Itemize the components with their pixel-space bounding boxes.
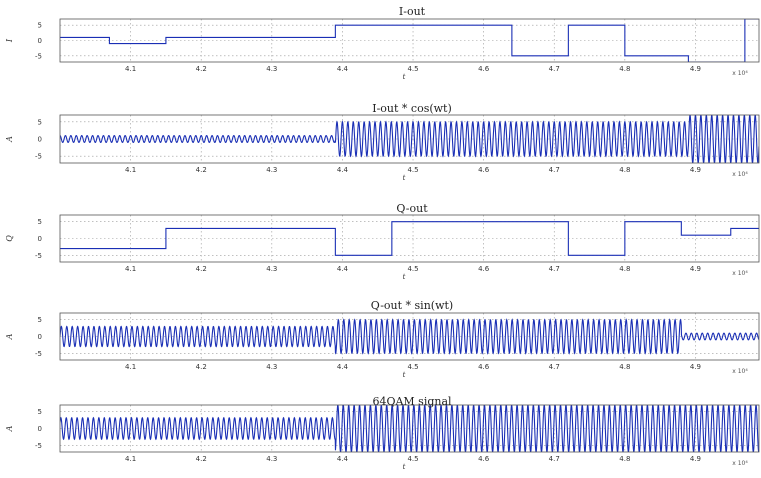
x-tick-label: 4.1	[125, 363, 136, 371]
x-tick-label: 4.5	[407, 265, 418, 273]
subplot-title: I-out	[399, 5, 426, 18]
x-tick-label: 4.3	[266, 363, 277, 371]
x-tick-label: 4.9	[690, 265, 701, 273]
signal-trace	[60, 405, 759, 452]
x-tick-label: 4.7	[549, 65, 560, 73]
x-tick-label: 4.4	[337, 363, 349, 371]
x-tick-label: 4.8	[619, 363, 630, 371]
subplot-5: 4.1 4.2 4.3 4.4 4.5 4.6 4.7 4.8 4.9 5 0 -5 64QAM sig…	[5, 395, 760, 471]
x-axis-label: t	[403, 273, 406, 281]
x-tick-label: 4.8	[619, 265, 630, 273]
x-tick-label: 4.4	[337, 455, 349, 463]
x-scale-label: x 10⁴	[732, 368, 748, 375]
y-axis-label: A	[5, 333, 14, 340]
x-tick-label: 4.1	[125, 455, 136, 463]
subplot-title: I-out * cos(wt)	[372, 102, 452, 115]
x-tick-label: 4.3	[266, 455, 277, 463]
y-tick-label: 0	[38, 333, 42, 341]
axes-frame	[59, 312, 760, 361]
y-axis-label: A	[5, 136, 14, 143]
y-tick-label: -5	[35, 252, 42, 260]
x-tick-label: 4.9	[690, 455, 701, 463]
x-tick-label: 4.4	[337, 166, 349, 174]
x-tick-label: 4.6	[478, 65, 490, 73]
x-tick-label: 4.1	[125, 265, 136, 273]
y-tick-label: 5	[38, 118, 42, 126]
y-axis-label: A	[5, 425, 14, 432]
y-tick-label: -5	[35, 153, 42, 161]
x-tick-label: 4.3	[266, 166, 277, 174]
subplot-1: 4.1 4.2 4.3 4.4 4.5 4.6 4.7 4.8 4.9 5 0 -5 I-out It x …	[5, 5, 760, 81]
x-tick-label: 4.7	[549, 265, 560, 273]
x-tick-label: 4.3	[266, 65, 277, 73]
x-tick-label: 4.7	[549, 455, 560, 463]
x-tick-label: 4.3	[266, 265, 277, 273]
y-tick-label: -5	[35, 350, 42, 358]
x-scale-label: x 10⁴	[732, 270, 748, 277]
x-tick-label: 4.8	[619, 166, 630, 174]
x-tick-label: 4.9	[690, 166, 701, 174]
x-tick-label: 4.6	[478, 166, 490, 174]
x-tick-label: 4.5	[407, 455, 418, 463]
y-tick-label: 5	[38, 218, 42, 226]
x-tick-label: 4.6	[478, 455, 490, 463]
axes-frame	[59, 114, 760, 164]
y-tick-label: 0	[38, 425, 42, 433]
y-tick-label: 5	[38, 22, 42, 30]
y-tick-label: 0	[38, 235, 42, 243]
x-tick-label: 4.2	[196, 166, 207, 174]
x-tick-label: 4.8	[619, 65, 630, 73]
x-tick-label: 4.4	[337, 265, 349, 273]
y-axis-label: Q	[5, 235, 14, 242]
axes-frame	[59, 214, 760, 263]
x-tick-label: 4.7	[549, 166, 560, 174]
x-tick-label: 4.6	[478, 265, 490, 273]
x-tick-label: 4.5	[407, 65, 418, 73]
x-tick-label: 4.8	[619, 455, 630, 463]
y-axis-label: I	[5, 38, 14, 43]
x-tick-label: 4.2	[196, 265, 207, 273]
y-tick-label: -5	[35, 442, 42, 450]
y-tick-label: 5	[38, 408, 42, 416]
subplot-title: 64QAM signal	[372, 395, 452, 408]
subplot-2: 4.1 4.2 4.3 4.4 4.5 4.6 4.7 4.8 4.9 5 0 -5 I-out * c…	[5, 102, 760, 182]
signal-trace	[60, 318, 759, 355]
subplot-title: Q-out	[396, 202, 428, 215]
subplot-title: Q-out * sin(wt)	[371, 299, 453, 312]
x-tick-label: 4.2	[196, 455, 207, 463]
y-tick-label: 0	[38, 37, 42, 45]
axes-frame	[59, 18, 760, 63]
x-axis-label: t	[403, 174, 406, 182]
x-tick-label: 4.9	[690, 65, 701, 73]
x-tick-label: 4.6	[478, 363, 490, 371]
y-tick-label: -5	[35, 52, 42, 60]
subplot-3: 4.1 4.2 4.3 4.4 4.5 4.6 4.7 4.8 4.9 5 0 -5 Q-out Qt x …	[5, 202, 760, 281]
x-tick-label: 4.5	[407, 166, 418, 174]
x-tick-label: 4.2	[196, 65, 207, 73]
x-tick-label: 4.9	[690, 363, 701, 371]
y-tick-label: 0	[38, 136, 42, 144]
x-scale-label: x 10⁴	[732, 171, 748, 178]
x-scale-label: x 10⁴	[732, 460, 748, 467]
subplot-4: 4.1 4.2 4.3 4.4 4.5 4.6 4.7 4.8 4.9 5 0 -5 Q-out * s…	[5, 299, 760, 379]
x-tick-label: 4.4	[337, 65, 349, 73]
x-scale-label: x 10⁴	[732, 70, 748, 77]
x-tick-label: 4.5	[407, 363, 418, 371]
x-tick-label: 4.7	[549, 363, 560, 371]
x-tick-label: 4.1	[125, 65, 136, 73]
signal-trace	[60, 115, 759, 163]
signal-trace	[60, 19, 759, 62]
axes-frame	[59, 404, 760, 453]
x-axis-label: t	[403, 371, 406, 379]
x-axis-label: t	[403, 463, 406, 471]
x-tick-label: 4.1	[125, 166, 136, 174]
signal-trace	[60, 221, 759, 256]
x-tick-label: 4.2	[196, 363, 207, 371]
x-axis-label: t	[403, 73, 406, 81]
y-tick-label: 5	[38, 316, 42, 324]
